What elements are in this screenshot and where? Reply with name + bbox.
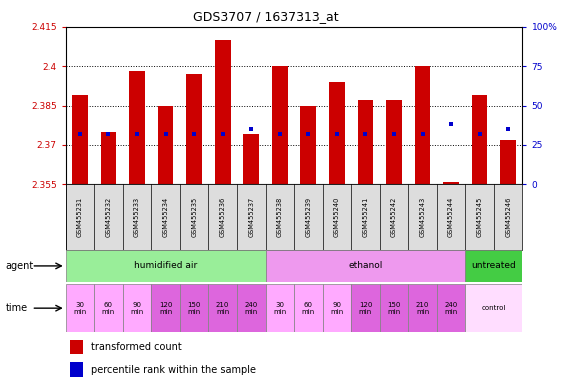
Text: GSM455235: GSM455235 [191,197,197,237]
Bar [151,284,180,332]
Text: control: control [482,305,506,311]
Bar [266,250,465,282]
Bar [70,362,83,377]
Bar [415,66,431,184]
Bar [465,284,522,332]
Bar [66,284,94,332]
Text: GSM455242: GSM455242 [391,197,397,237]
Bar [472,95,488,184]
Text: 120
min: 120 min [359,302,372,314]
Text: GSM455233: GSM455233 [134,197,140,237]
Text: 60
min: 60 min [102,302,115,314]
Bar [500,140,516,184]
Text: agent: agent [6,261,34,271]
Bar [357,100,373,184]
Text: GSM455241: GSM455241 [363,197,368,237]
Text: untreated: untreated [472,262,516,270]
Text: GSM455245: GSM455245 [477,197,482,237]
Text: ethanol: ethanol [348,262,383,270]
Bar [66,250,266,282]
Bar [266,284,294,332]
Text: 210
min: 210 min [216,302,230,314]
Text: 30
min: 30 min [273,302,287,314]
Text: GSM455231: GSM455231 [77,197,83,237]
Text: GDS3707 / 1637313_at: GDS3707 / 1637313_at [192,10,339,23]
Bar [215,40,231,184]
Text: time: time [6,303,28,313]
Text: 150
min: 150 min [387,302,401,314]
Text: transformed count: transformed count [91,343,182,353]
Bar [443,182,459,184]
Text: GSM455234: GSM455234 [163,197,168,237]
Text: GSM455246: GSM455246 [505,197,511,237]
Bar [300,106,316,184]
Text: 90
min: 90 min [330,302,344,314]
Text: humidified air: humidified air [134,262,197,270]
Bar [158,106,174,184]
Text: 30
min: 30 min [73,302,87,314]
Bar [465,250,522,282]
Bar [129,71,145,184]
Text: GSM455237: GSM455237 [248,197,254,237]
Text: GSM455232: GSM455232 [106,197,111,237]
Bar [380,284,408,332]
Text: 210
min: 210 min [416,302,429,314]
Text: 60
min: 60 min [301,302,315,314]
Text: 150
min: 150 min [187,302,201,314]
Text: percentile rank within the sample: percentile rank within the sample [91,366,256,376]
Bar [208,284,237,332]
Bar [123,284,151,332]
Bar [180,284,208,332]
Bar [72,95,88,184]
Bar [237,284,266,332]
Text: GSM455238: GSM455238 [277,197,283,237]
Text: GSM455236: GSM455236 [220,197,226,237]
Bar [70,339,83,354]
Bar [386,100,402,184]
Bar [272,66,288,184]
Text: GSM455244: GSM455244 [448,197,454,237]
Text: 90
min: 90 min [130,302,144,314]
Bar [329,82,345,184]
Bar [323,284,351,332]
Text: GSM455240: GSM455240 [334,197,340,237]
Bar [243,134,259,184]
Bar [437,284,465,332]
Text: 240
min: 240 min [244,302,258,314]
Bar [408,284,437,332]
Text: 240
min: 240 min [444,302,458,314]
Bar [186,74,202,184]
Bar [294,284,323,332]
Bar [94,284,123,332]
Text: GSM455239: GSM455239 [305,197,311,237]
Text: GSM455243: GSM455243 [420,197,425,237]
Bar [351,284,380,332]
Bar [100,132,116,184]
Text: 120
min: 120 min [159,302,172,314]
